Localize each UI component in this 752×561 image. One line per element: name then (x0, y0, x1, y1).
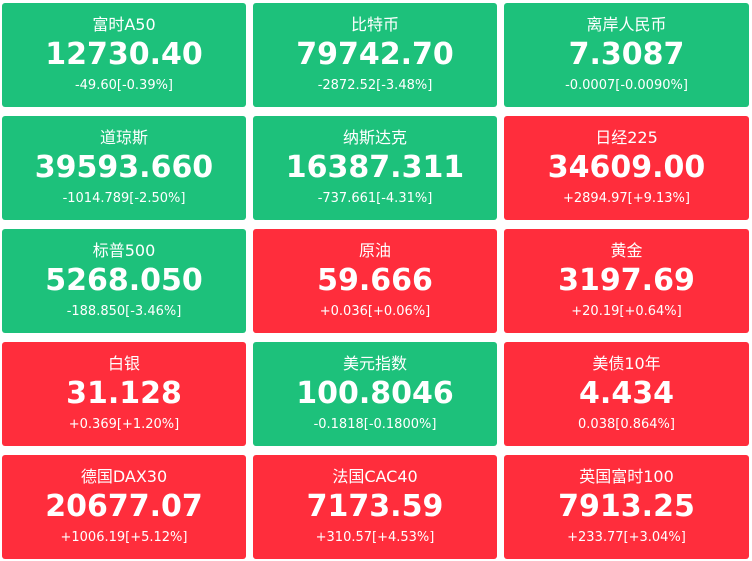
quote-price: 7913.25 (558, 489, 695, 524)
quote-change: +233.77[+3.04%] (567, 530, 686, 545)
quote-price: 16387.311 (285, 150, 465, 185)
quote-change: +0.036[+0.06%] (319, 304, 431, 319)
quote-price: 7.3087 (568, 37, 685, 72)
quote-change: +2894.97[+9.13%] (563, 191, 690, 206)
quote-change: -49.60[-0.39%] (74, 78, 174, 93)
quote-name: 美债10年 (592, 354, 661, 373)
quote-price: 12730.40 (45, 37, 203, 72)
quote-name: 黄金 (610, 241, 643, 260)
quote-change: +1006.19[+5.12%] (60, 530, 188, 545)
quote-tile-bitcoin[interactable]: 比特币 79742.70 -2872.52[-3.48%] (253, 3, 497, 107)
quote-change: 0.038[0.864%] (578, 417, 675, 432)
quote-tile-cac-40[interactable]: 法国CAC40 7173.59 +310.57[+4.53%] (253, 455, 497, 559)
quote-price: 20677.07 (45, 489, 203, 524)
quote-change: -188.850[-3.46%] (66, 304, 182, 319)
quote-change: -0.0007[-0.0090%] (565, 78, 688, 93)
quote-tile-dax-30[interactable]: 德国DAX30 20677.07 +1006.19[+5.12%] (2, 455, 246, 559)
quote-tile-offshore-rmb[interactable]: 离岸人民币 7.3087 -0.0007[-0.0090%] (504, 3, 749, 107)
quote-tile-dollar-index[interactable]: 美元指数 100.8046 -0.1818[-0.1800%] (253, 342, 497, 446)
quote-price: 100.8046 (296, 376, 454, 411)
quote-name: 德国DAX30 (80, 467, 168, 486)
quote-price: 4.434 (579, 376, 674, 411)
quote-price: 7173.59 (306, 489, 444, 524)
quote-change: +310.57[+4.53%] (315, 530, 435, 545)
quote-tile-nikkei-225[interactable]: 日经225 34609.00 +2894.97[+9.13%] (504, 116, 749, 220)
quote-name: 比特币 (350, 15, 399, 34)
quote-name: 离岸人民币 (586, 15, 667, 34)
quote-tile-sp-500[interactable]: 标普500 5268.050 -188.850[-3.46%] (2, 229, 246, 333)
quote-price: 3197.69 (558, 263, 695, 298)
quote-price: 39593.660 (34, 150, 214, 185)
quote-price: 31.128 (66, 376, 182, 411)
quote-name: 日经225 (595, 128, 658, 147)
quote-name: 美元指数 (342, 354, 407, 373)
market-quotes-grid: 富时A50 12730.40 -49.60[-0.39%] 比特币 79742.… (2, 3, 749, 559)
quote-name: 英国富时100 (579, 467, 674, 486)
quote-tile-ftse-china-a50[interactable]: 富时A50 12730.40 -49.60[-0.39%] (2, 3, 246, 107)
quote-tile-silver[interactable]: 白银 31.128 +0.369[+1.20%] (2, 342, 246, 446)
quote-tile-us-10y-treasury[interactable]: 美债10年 4.434 0.038[0.864%] (504, 342, 749, 446)
quote-tile-crude-oil[interactable]: 原油 59.666 +0.036[+0.06%] (253, 229, 497, 333)
quote-name: 白银 (107, 354, 140, 373)
quote-name: 纳斯达克 (342, 128, 407, 147)
quote-price: 5268.050 (45, 263, 203, 298)
quote-change: +0.369[+1.20%] (68, 417, 180, 432)
quote-tile-dow-jones[interactable]: 道琼斯 39593.660 -1014.789[-2.50%] (2, 116, 246, 220)
quote-name: 道琼斯 (99, 128, 148, 147)
quote-change: -0.1818[-0.1800%] (313, 417, 437, 432)
quote-tile-gold[interactable]: 黄金 3197.69 +20.19[+0.64%] (504, 229, 749, 333)
quote-tile-ftse-100[interactable]: 英国富时100 7913.25 +233.77[+3.04%] (504, 455, 749, 559)
quote-change: -2872.52[-3.48%] (317, 78, 433, 93)
quote-change: +20.19[+0.64%] (571, 304, 682, 319)
quote-change: -1014.789[-2.50%] (62, 191, 186, 206)
quote-name: 富时A50 (92, 15, 156, 34)
quote-price: 59.666 (317, 263, 433, 298)
quote-name: 原油 (358, 241, 391, 260)
quote-change: -737.661[-4.31%] (317, 191, 433, 206)
quote-tile-nasdaq[interactable]: 纳斯达克 16387.311 -737.661[-4.31%] (253, 116, 497, 220)
quote-name: 法国CAC40 (332, 467, 418, 486)
quote-price: 34609.00 (547, 150, 706, 185)
quote-price: 79742.70 (296, 37, 454, 72)
quote-name: 标普500 (92, 241, 156, 260)
